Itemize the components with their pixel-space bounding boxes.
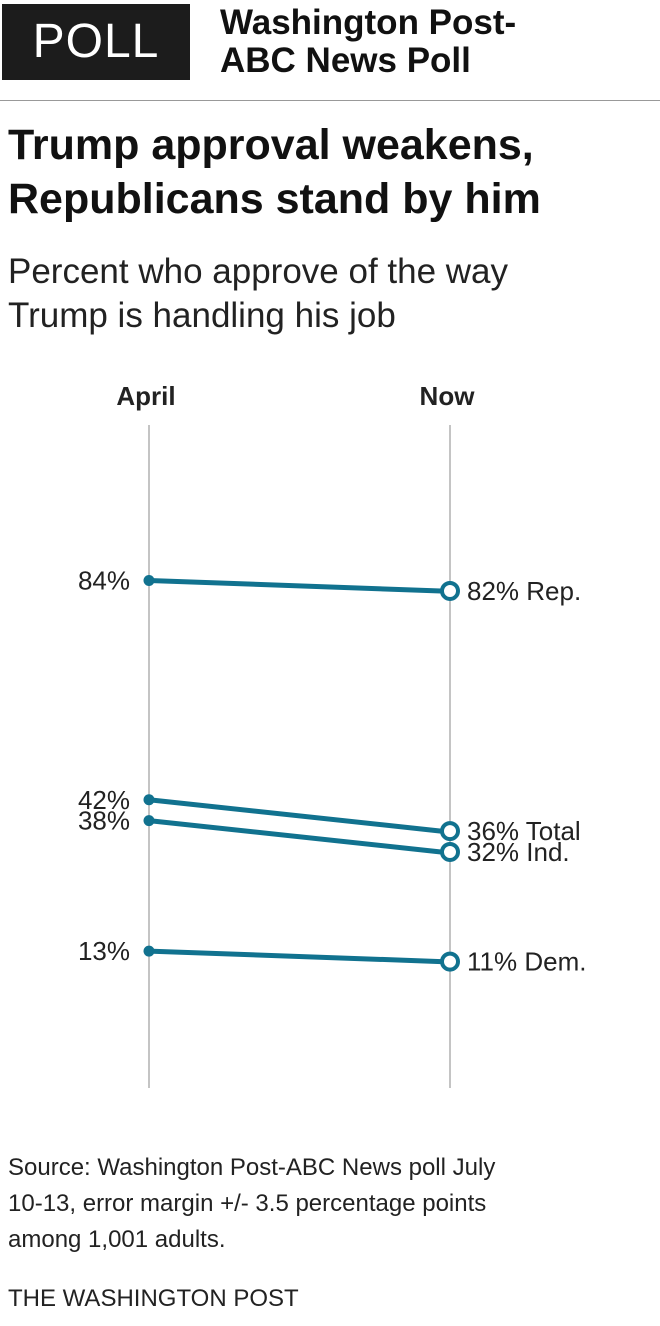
chart-title: Trump approval weakens, Republicans stan…: [8, 118, 541, 226]
source-line-1: Source: Washington Post-ABC News poll Ju…: [8, 1154, 496, 1181]
credit: THE WASHINGTON POST: [8, 1285, 299, 1312]
source-line-3: among 1,001 adults.: [8, 1226, 226, 1253]
now-point-rep: [440, 580, 460, 601]
poll-badge: POLL: [2, 4, 190, 80]
series-line-dem: [146, 948, 444, 965]
april-label-rep: 84%: [78, 566, 130, 596]
poll-name-line-2: ABC News Poll: [220, 41, 471, 80]
now-label-ind: 32% Ind.: [467, 837, 570, 867]
column-label-now: Now: [420, 381, 476, 411]
april-label-total: 42%: [78, 785, 130, 815]
series-line-ind: [146, 818, 444, 855]
now-point-dem: [440, 951, 460, 972]
chart-subtitle: Percent who approve of the way Trump is …: [8, 250, 508, 338]
now-label-dem: 11% Dem.: [467, 947, 586, 977]
now-point-ind: [440, 841, 460, 862]
poll-name: Washington Post- ABC News Poll: [220, 4, 516, 80]
chart-title-line-2: Republicans stand by him: [8, 175, 541, 223]
april-point-dem: [143, 945, 155, 957]
now-label-total: 36% Total: [467, 816, 581, 846]
slope-chart: April Now 84% 82% Rep. 42% 36% Total 38% 32% In…: [78, 381, 586, 1088]
chart-title-line-1: Trump approval weakens,: [8, 121, 534, 169]
now-label-rep: 82% Rep.: [467, 576, 581, 606]
source-line-2: 10-13, error margin +/- 3.5 percentage p…: [8, 1190, 487, 1217]
source-note: Source: Washington Post-ABC News poll Ju…: [8, 1150, 648, 1258]
series-line-total: [146, 797, 444, 834]
series-line-rep: [146, 578, 444, 594]
poll-name-line-1: Washington Post-: [220, 3, 517, 42]
april-point-total: [143, 794, 155, 806]
april-label-ind: 38%: [78, 806, 130, 836]
april-label-dem: 13%: [78, 936, 130, 966]
april-point-ind: [143, 815, 155, 827]
april-point-rep: [143, 575, 155, 587]
header: POLL Washington Post- ABC News Poll: [0, 0, 660, 101]
chart-subtitle-line-1: Percent who approve of the way: [8, 252, 509, 291]
now-point-total: [440, 821, 460, 842]
column-label-april: April: [116, 381, 175, 411]
chart-subtitle-line-2: Trump is handling his job: [8, 296, 396, 335]
